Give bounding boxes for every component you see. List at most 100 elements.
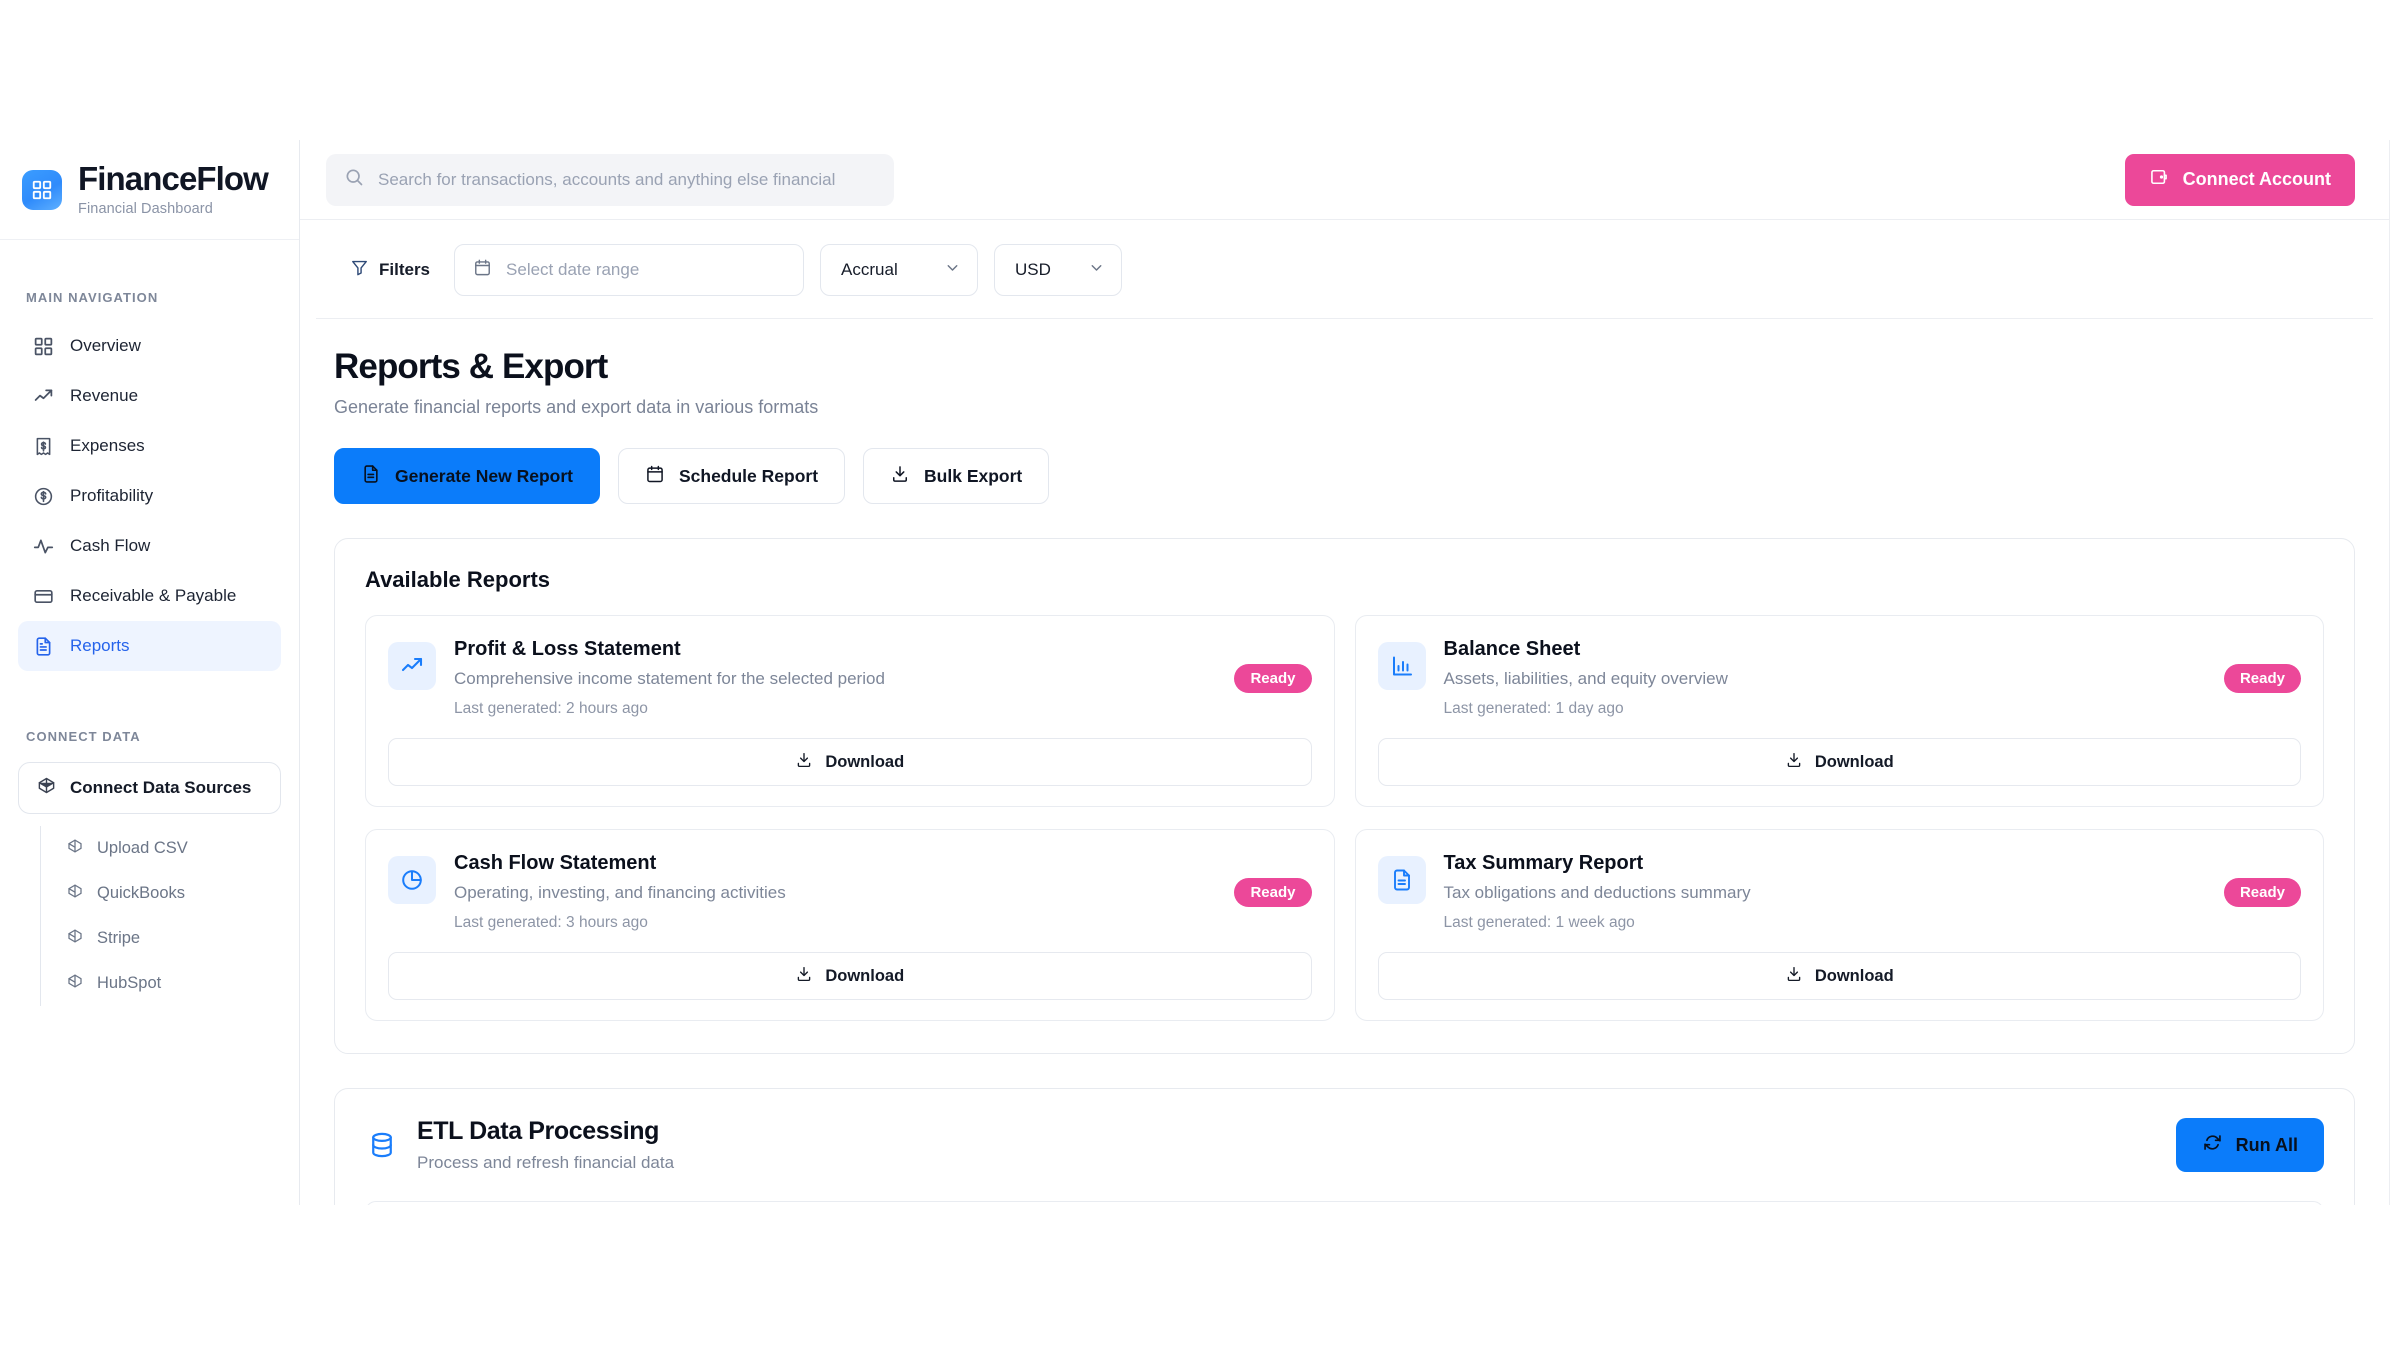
sidebar-item-receivable-payable[interactable]: Receivable & Payable bbox=[18, 571, 281, 621]
sidebar-item-label: Overview bbox=[70, 336, 141, 355]
download-icon bbox=[795, 965, 813, 988]
schedule-report-label: Schedule Report bbox=[678, 465, 819, 486]
page-header: Reports & Export Generate financial repo… bbox=[300, 319, 2389, 418]
dollar-circle-icon bbox=[32, 485, 54, 507]
data-sources-list: Upload CSV QuickBooks Stripe bbox=[40, 826, 299, 1006]
download-label: Download bbox=[825, 966, 905, 985]
report-name: Cash Flow Statement bbox=[454, 852, 657, 874]
chevron-down-icon bbox=[944, 259, 961, 281]
download-button[interactable]: Download bbox=[388, 952, 1312, 1000]
report-card-header: Cash Flow Statement Operating, investing… bbox=[388, 852, 1312, 932]
connect-account-button[interactable]: Connect Account bbox=[2124, 153, 2355, 206]
bar-chart-icon bbox=[1377, 642, 1426, 690]
refresh-icon bbox=[2202, 1132, 2223, 1158]
report-card-body: Balance Sheet Assets, liabilities, and e… bbox=[1444, 638, 2206, 718]
data-source-hubspot[interactable]: HubSpot bbox=[67, 961, 299, 1006]
report-card-body: Tax Summary Report Tax obligations and d… bbox=[1444, 852, 2206, 932]
sidebar-item-label: Expenses bbox=[70, 436, 145, 455]
data-source-upload-csv[interactable]: Upload CSV bbox=[67, 826, 299, 871]
calendar-icon bbox=[473, 258, 492, 282]
report-grid: Profit & Loss Statement Comprehensive in… bbox=[365, 615, 2324, 1021]
grid-icon bbox=[32, 335, 54, 357]
generate-new-report-button[interactable]: Generate New Report bbox=[334, 448, 600, 504]
page-actions: Generate New Report Schedule Report bbox=[300, 418, 2389, 504]
bulk-export-button[interactable]: Bulk Export bbox=[863, 448, 1050, 504]
sidebar-item-cash-flow[interactable]: Cash Flow bbox=[18, 521, 281, 571]
sidebar-item-label: Profitability bbox=[70, 486, 154, 505]
sidebar-item-label: Receivable & Payable bbox=[70, 586, 237, 605]
main-area: Connect Account Filters bbox=[300, 140, 2389, 1205]
database-icon bbox=[365, 1128, 399, 1162]
status-badge: Ready bbox=[1234, 663, 1312, 693]
data-source-quickbooks[interactable]: QuickBooks bbox=[67, 871, 299, 916]
file-text-icon bbox=[361, 464, 381, 489]
report-card-header: Profit & Loss Statement Comprehensive in… bbox=[388, 638, 1312, 718]
sidebar-item-profitability[interactable]: Profitability bbox=[18, 471, 281, 521]
status-badge: Ready bbox=[2223, 877, 2301, 907]
search-input[interactable] bbox=[378, 169, 876, 190]
download-label: Download bbox=[1814, 966, 1894, 985]
etl-title: ETL Data Processing bbox=[417, 1117, 660, 1145]
file-text-icon bbox=[1377, 856, 1426, 904]
connect-account-label: Connect Account bbox=[2182, 169, 2331, 189]
sidebar-item-label: Revenue bbox=[70, 386, 139, 405]
data-source-stripe[interactable]: Stripe bbox=[67, 916, 299, 961]
download-icon bbox=[1785, 965, 1803, 988]
etl-jobs-strip bbox=[365, 1201, 2324, 1205]
report-card-profit-loss[interactable]: Profit & Loss Statement Comprehensive in… bbox=[365, 615, 1335, 807]
sidebar-item-overview[interactable]: Overview bbox=[18, 321, 281, 371]
etl-panel: ETL Data Processing Process and refresh … bbox=[334, 1088, 2355, 1205]
grid-dashboard-icon bbox=[22, 169, 62, 210]
etl-subtitle: Process and refresh financial data bbox=[417, 1153, 675, 1172]
data-source-label: QuickBooks bbox=[97, 884, 186, 902]
connect-data-sources-button[interactable]: Connect Data Sources bbox=[18, 762, 281, 814]
etl-text: ETL Data Processing Process and refresh … bbox=[417, 1117, 674, 1173]
search-box[interactable] bbox=[326, 153, 894, 206]
accounting-basis-select[interactable]: Accrual bbox=[820, 244, 979, 296]
run-all-button[interactable]: Run All bbox=[2175, 1118, 2324, 1172]
download-button[interactable]: Download bbox=[388, 738, 1312, 786]
filters-bar: Filters Select date range Accrual bbox=[316, 220, 2373, 319]
report-card-balance-sheet[interactable]: Balance Sheet Assets, liabilities, and e… bbox=[1354, 615, 2324, 807]
sidebar-item-revenue[interactable]: Revenue bbox=[18, 371, 281, 421]
page-content: Filters Select date range Accrual bbox=[300, 220, 2389, 1205]
download-label: Download bbox=[1814, 752, 1894, 771]
connect-data-label: CONNECT DATA bbox=[26, 729, 141, 744]
sidebar-item-label: Cash Flow bbox=[70, 536, 151, 555]
credit-card-icon bbox=[32, 585, 54, 607]
sidebar: FinanceFlow Financial Dashboard MAIN NAV… bbox=[0, 140, 300, 1205]
data-source-label: Stripe bbox=[97, 929, 141, 947]
trending-up-icon bbox=[388, 642, 436, 690]
receipt-dollar-icon bbox=[32, 435, 54, 457]
brand-header: FinanceFlow Financial Dashboard bbox=[0, 140, 299, 240]
report-last-generated: Last generated: 1 week ago bbox=[1443, 914, 1635, 931]
available-reports-title: Available Reports bbox=[365, 567, 551, 592]
date-range-field[interactable]: Select date range bbox=[454, 244, 805, 296]
filters-label-group: Filters bbox=[350, 258, 430, 282]
app-viewport: FinanceFlow Financial Dashboard MAIN NAV… bbox=[0, 140, 2390, 1205]
file-text-icon bbox=[32, 635, 54, 657]
sidebar-item-reports[interactable]: Reports bbox=[18, 621, 281, 671]
download-icon bbox=[795, 751, 813, 774]
report-card-header: Tax Summary Report Tax obligations and d… bbox=[1377, 852, 2301, 932]
page-title: Reports & Export bbox=[334, 347, 608, 386]
schedule-report-button[interactable]: Schedule Report bbox=[617, 448, 846, 504]
report-description: Assets, liabilities, and equity overview bbox=[1443, 669, 1728, 688]
report-name: Tax Summary Report bbox=[1443, 852, 1644, 874]
download-label: Download bbox=[825, 752, 905, 771]
accounting-basis-value: Accrual bbox=[841, 260, 898, 279]
wallet-icon bbox=[2149, 167, 2169, 192]
search-icon bbox=[344, 167, 364, 192]
report-card-tax-summary[interactable]: Tax Summary Report Tax obligations and d… bbox=[1354, 829, 2324, 1021]
currency-value: USD bbox=[1015, 260, 1051, 279]
report-last-generated: Last generated: 2 hours ago bbox=[454, 700, 648, 717]
sidebar-item-expenses[interactable]: Expenses bbox=[18, 421, 281, 471]
download-button[interactable]: Download bbox=[1377, 738, 2301, 786]
data-source-label: Upload CSV bbox=[97, 839, 188, 857]
download-button[interactable]: Download bbox=[1377, 952, 2301, 1000]
top-bar: Connect Account bbox=[300, 140, 2389, 220]
report-card-body: Cash Flow Statement Operating, investing… bbox=[454, 852, 1216, 932]
report-card-cash-flow[interactable]: Cash Flow Statement Operating, investing… bbox=[365, 829, 1335, 1021]
currency-select[interactable]: USD bbox=[994, 244, 1123, 296]
etl-title-group: ETL Data Processing Process and refresh … bbox=[365, 1117, 2176, 1173]
